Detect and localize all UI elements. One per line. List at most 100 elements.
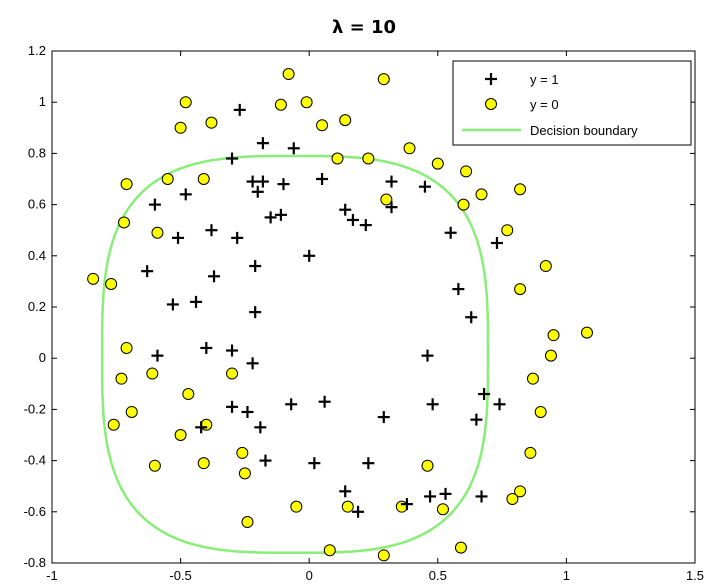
y-tick-label: 0.4: [28, 248, 46, 263]
decision-boundary: [100, 154, 490, 555]
point-y0: [431, 157, 444, 170]
point-y1: [249, 260, 262, 273]
point-y1: [475, 490, 488, 503]
x-tick-label: -0.5: [169, 568, 191, 583]
legend-label-y1: y = 1: [530, 72, 559, 87]
point-y1: [490, 237, 503, 249]
point-y0: [161, 173, 174, 185]
point-y1: [421, 349, 434, 362]
y-tick-label: -0.6: [24, 504, 46, 519]
point-y0: [146, 367, 159, 380]
point-y0: [514, 283, 527, 296]
y-tick-label: 0: [39, 350, 46, 365]
y-tick-label: 1.2: [28, 43, 46, 58]
point-y1: [426, 398, 439, 411]
point-y0: [547, 329, 560, 342]
point-y1: [190, 295, 203, 308]
point-y1: [277, 178, 290, 191]
point-y1: [478, 388, 491, 401]
point-y0: [377, 73, 390, 86]
point-y1: [256, 137, 269, 150]
point-y1: [208, 270, 221, 283]
point-y1: [166, 298, 179, 311]
point-y1: [346, 213, 359, 226]
point-y1: [359, 219, 372, 232]
point-y0: [205, 116, 218, 129]
point-y1: [256, 175, 269, 188]
point-y1: [259, 454, 272, 467]
point-y0: [87, 272, 100, 285]
point-y1: [226, 400, 239, 413]
y-tick-label: -0.8: [24, 555, 46, 570]
legend-label-y0: y = 0: [530, 97, 559, 112]
point-y0: [197, 457, 210, 470]
point-y0: [362, 152, 375, 165]
point-y1: [200, 341, 213, 354]
point-y0: [226, 367, 239, 380]
point-y0: [151, 226, 164, 239]
legend-marker-plus: [485, 73, 497, 85]
point-y0: [454, 541, 467, 554]
point-y1: [287, 142, 300, 155]
point-y0: [339, 114, 352, 127]
point-y0: [118, 216, 131, 229]
point-y1: [308, 457, 321, 470]
point-y0: [506, 493, 519, 505]
point-y1: [424, 490, 437, 503]
point-y1: [377, 411, 390, 424]
y-tick-label: 1: [39, 94, 46, 109]
point-y0: [501, 224, 514, 237]
point-y0: [179, 96, 192, 109]
point-y0: [282, 68, 295, 81]
point-y1: [274, 208, 287, 221]
legend-marker-circle: [485, 98, 497, 110]
point-y0: [534, 405, 547, 418]
point-y1: [418, 180, 431, 193]
point-y1: [226, 152, 239, 165]
point-y0: [197, 173, 210, 185]
point-y1: [452, 283, 465, 296]
point-y1: [316, 173, 329, 185]
point-y1: [264, 211, 277, 224]
point-y0: [323, 544, 336, 557]
point-y0: [236, 446, 249, 459]
point-y0: [174, 429, 187, 441]
point-y0: [403, 142, 416, 155]
point-y1: [285, 398, 298, 411]
point-y1: [444, 226, 457, 239]
point-y0: [105, 277, 118, 290]
point-y1: [493, 398, 506, 411]
point-y0: [524, 446, 537, 459]
point-y0: [380, 193, 393, 206]
legend: y = 1 y = 0 Decision boundary: [452, 60, 692, 146]
point-y0: [341, 500, 354, 513]
legend-label-boundary: Decision boundary: [530, 123, 638, 138]
decision-boundary-layer: [100, 154, 490, 555]
point-y1: [362, 457, 375, 470]
point-y0: [475, 188, 488, 201]
point-y1: [151, 349, 164, 362]
point-y0: [148, 459, 161, 472]
point-y0: [316, 119, 329, 132]
y-tick-label: 0.8: [28, 145, 46, 160]
point-y0: [331, 152, 344, 165]
point-y0: [238, 467, 251, 480]
point-y1: [231, 231, 244, 244]
point-y0: [421, 459, 434, 472]
point-y0: [120, 178, 133, 191]
point-y0: [436, 503, 449, 516]
point-y1: [385, 175, 398, 188]
point-y1: [141, 265, 154, 278]
point-y0: [395, 500, 408, 513]
point-y1: [303, 249, 316, 262]
point-y0: [274, 98, 287, 111]
point-y1: [254, 421, 267, 434]
point-y1: [385, 201, 398, 214]
point-y1: [246, 357, 259, 370]
y-tick-label: -0.4: [24, 453, 46, 468]
point-y0: [125, 405, 138, 418]
point-y0: [300, 96, 313, 109]
point-y0: [200, 418, 213, 431]
point-y0: [290, 500, 303, 513]
point-y1: [470, 413, 483, 426]
